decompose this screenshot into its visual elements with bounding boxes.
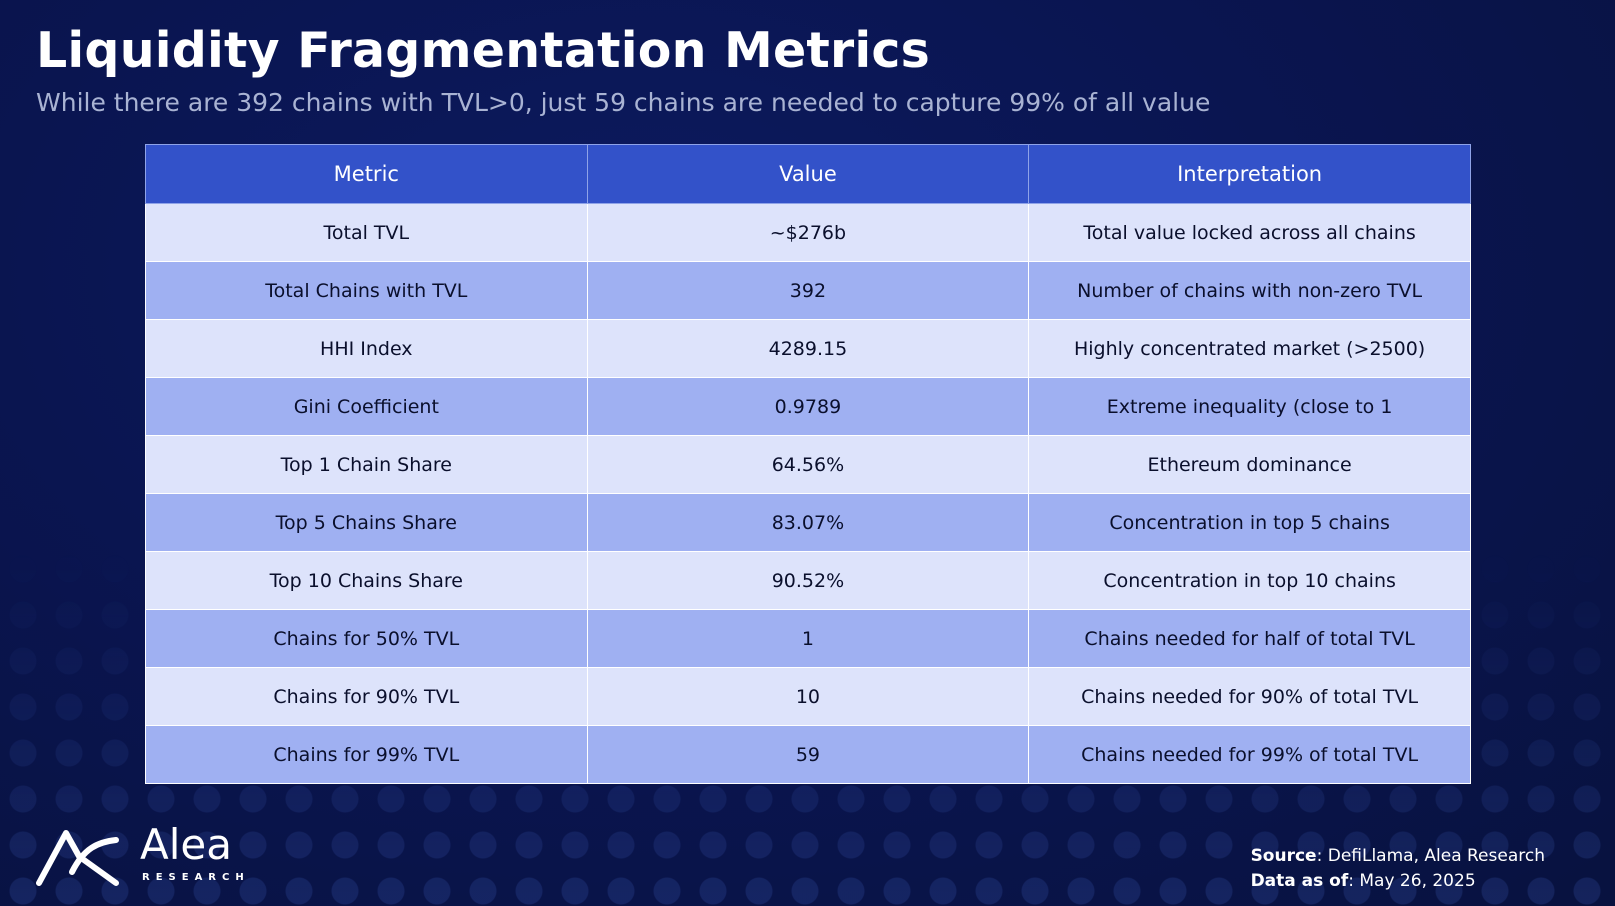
value-cell: 392 (586, 261, 1030, 320)
interpretation-cell: Chains needed for half of total TVL (1028, 609, 1471, 668)
table-row: Total Chains with TVL 392 Number of chai… (145, 261, 1471, 320)
metric-cell: Total Chains with TVL (145, 261, 588, 320)
metrics-table: Metric Value Interpretation Total TVL ~$… (145, 144, 1471, 784)
logo-subtitle: RESEARCH (142, 872, 250, 883)
interpretation-cell: Chains needed for 90% of total TVL (1028, 667, 1471, 726)
source-line: Source: DefiLlama, Alea Research (1251, 844, 1545, 869)
date-label: Data as of (1250, 871, 1349, 891)
table-row: Chains for 50% TVL 1 Chains needed for h… (145, 609, 1471, 668)
interpretation-cell: Ethereum dominance (1028, 435, 1471, 494)
column-header-interpretation: Interpretation (1028, 144, 1471, 204)
page-title: Liquidity Fragmentation Metrics (36, 22, 930, 79)
value-cell: 83.07% (586, 493, 1030, 552)
value-cell: 90.52% (586, 551, 1030, 610)
value-cell: ~$276b (586, 203, 1030, 262)
metric-cell: Top 10 Chains Share (145, 551, 588, 610)
interpretation-cell: Extreme inequality (close to 1 (1028, 377, 1471, 436)
value-cell: 59 (586, 725, 1030, 784)
interpretation-cell: Highly concentrated market (>2500) (1028, 319, 1471, 378)
metric-cell: Chains for 90% TVL (145, 667, 588, 726)
value-cell: 4289.15 (586, 319, 1030, 378)
metric-cell: Chains for 50% TVL (145, 609, 588, 668)
metric-cell: HHI Index (145, 319, 588, 378)
value-cell: 64.56% (586, 435, 1030, 494)
interpretation-cell: Total value locked across all chains (1028, 203, 1471, 262)
value-cell: 0.9789 (586, 377, 1030, 436)
table-row: HHI Index 4289.15 Highly concentrated ma… (145, 319, 1471, 378)
table-row: Top 10 Chains Share 90.52% Concentration… (145, 551, 1471, 610)
alea-logo: Alea RESEARCH (36, 820, 286, 888)
metric-cell: Top 1 Chain Share (145, 435, 588, 494)
date-line: Data as of: May 26, 2025 (1251, 869, 1545, 894)
metric-cell: Total TVL (145, 203, 588, 262)
table-row: Top 5 Chains Share 83.07% Concentration … (145, 493, 1471, 552)
interpretation-cell: Concentration in top 10 chains (1028, 551, 1471, 610)
metric-cell: Top 5 Chains Share (145, 493, 588, 552)
metric-cell: Gini Coefficient (145, 377, 588, 436)
table-row: Chains for 99% TVL 59 Chains needed for … (145, 725, 1471, 784)
interpretation-cell: Chains needed for 99% of total TVL (1028, 725, 1471, 784)
column-header-metric: Metric (145, 144, 588, 204)
value-cell: 1 (586, 609, 1030, 668)
table-row: Chains for 90% TVL 10 Chains needed for … (145, 667, 1471, 726)
table-header-row: Metric Value Interpretation (145, 144, 1471, 204)
source-text: : DefiLlama, Alea Research (1316, 846, 1545, 866)
alea-logo-icon (36, 830, 119, 886)
source-note: Source: DefiLlama, Alea Research Data as… (1251, 844, 1545, 894)
interpretation-cell: Concentration in top 5 chains (1028, 493, 1471, 552)
source-label: Source (1250, 846, 1317, 866)
logo-wordmark: Alea (140, 820, 232, 869)
metric-cell: Chains for 99% TVL (145, 725, 588, 784)
value-cell: 10 (586, 667, 1030, 726)
page-subtitle: While there are 392 chains with TVL>0, j… (36, 88, 1211, 117)
date-text: : May 26, 2025 (1348, 871, 1476, 891)
column-header-value: Value (586, 144, 1030, 204)
table-row: Total TVL ~$276b Total value locked acro… (145, 203, 1471, 262)
table-row: Gini Coefficient 0.9789 Extreme inequali… (145, 377, 1471, 436)
interpretation-cell: Number of chains with non-zero TVL (1028, 261, 1471, 320)
table-row: Top 1 Chain Share 64.56% Ethereum domina… (145, 435, 1471, 494)
